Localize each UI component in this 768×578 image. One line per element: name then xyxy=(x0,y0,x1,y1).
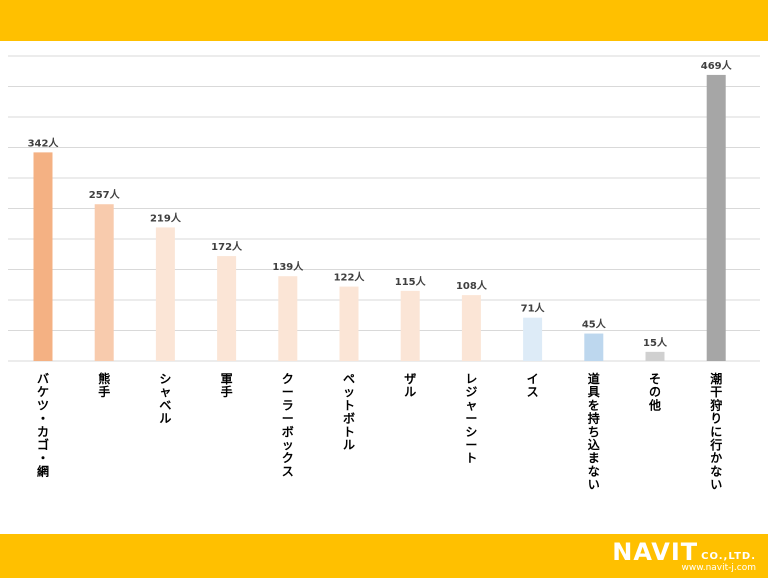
value-label: 108人 xyxy=(456,279,488,292)
category-label: バケツ・カゴ・網 xyxy=(37,372,49,478)
category-label: ザル xyxy=(404,372,416,399)
category-label: シャベル xyxy=(159,372,171,426)
value-label: 139人 xyxy=(272,260,304,273)
logo-brand: NAVIT CO.,LTD. xyxy=(612,538,756,566)
bar xyxy=(217,256,237,361)
category-label: クーラーボックス xyxy=(282,372,294,478)
bar xyxy=(584,333,604,361)
category-label: 熊手 xyxy=(98,371,110,399)
category-label: 潮干狩りに行かない xyxy=(709,371,722,492)
value-label: 15人 xyxy=(643,336,668,349)
bar xyxy=(645,351,665,361)
value-label: 122人 xyxy=(334,271,366,284)
value-label: 219人 xyxy=(150,211,182,224)
category-label: その他 xyxy=(648,372,661,412)
bar xyxy=(33,152,53,361)
top-header-band xyxy=(0,0,768,41)
value-label: 172人 xyxy=(211,240,243,253)
value-label: 71人 xyxy=(521,302,546,315)
bar xyxy=(278,276,298,361)
category-label: 軍手 xyxy=(221,372,233,399)
bar xyxy=(400,290,420,361)
category-label: 道具を持ち込まない xyxy=(588,371,600,492)
bar xyxy=(94,204,114,361)
bar xyxy=(461,295,481,361)
value-label: 45人 xyxy=(582,318,607,331)
bottom-footer-band xyxy=(0,534,768,578)
logo-url: www.navit-j.com xyxy=(681,563,756,573)
grid-lines xyxy=(8,55,760,362)
value-label: 115人 xyxy=(395,275,427,288)
company-logo: NAVIT CO.,LTD. www.navit-j.com xyxy=(612,538,756,574)
bar xyxy=(155,227,175,361)
category-label: イス xyxy=(527,372,539,399)
category-labels: バケツ・カゴ・網 熊手 シャベル 軍手 クーラーボックス ペットボトル ザル レジャーシート イ… xyxy=(37,371,722,492)
category-label: レジャーシート xyxy=(465,372,477,465)
value-label: 257人 xyxy=(89,188,121,201)
value-label: 342人 xyxy=(28,136,60,149)
bars xyxy=(33,74,726,361)
bar-chart: 342人 257人 219人 172人 139人 122人 115人 108人 71人 45人 15… xyxy=(8,55,760,492)
value-labels: 342人 257人 219人 172人 139人 122人 115人 108人 71人 45人 15… xyxy=(28,59,733,349)
bar xyxy=(523,317,543,361)
bar xyxy=(706,74,726,361)
bar xyxy=(339,286,359,361)
category-label: ペットボトル xyxy=(343,372,355,452)
value-label: 469人 xyxy=(701,59,733,72)
